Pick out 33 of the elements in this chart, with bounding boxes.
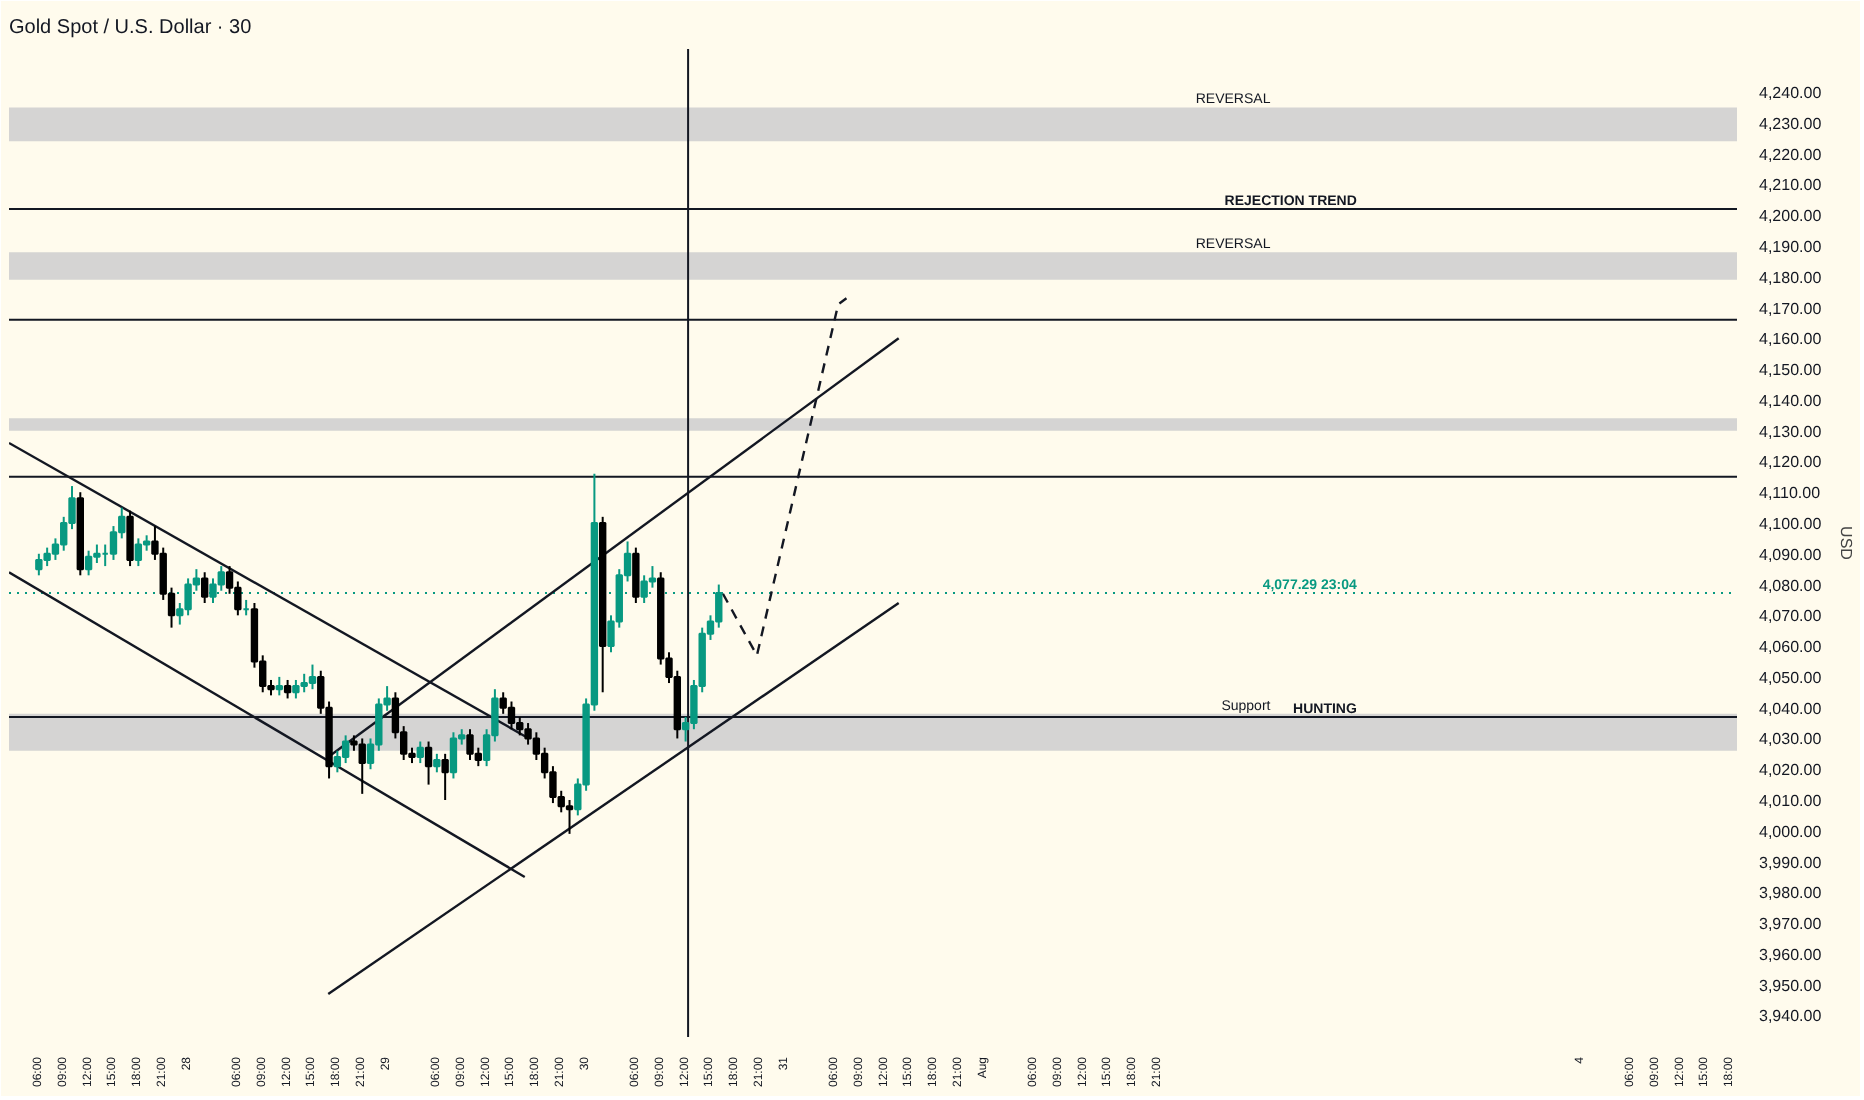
y-tick-label: 4,010.00 (1759, 792, 1823, 810)
y-tick-label: 4,080.00 (1759, 576, 1823, 595)
y-tick-label: 4,060.00 (1759, 638, 1823, 657)
y-tick-label: 4,070.00 (1759, 607, 1823, 626)
y-tick-label: 4,090.00 (1759, 545, 1823, 564)
y-tick-label: 4,140.00 (1759, 391, 1823, 410)
y-tick-label: 4,160.00 (1759, 330, 1823, 349)
y-tick-label: 4,100.00 (1759, 514, 1823, 533)
y-tick-label: 4,130.00 (1759, 422, 1823, 441)
y-tick-label: 4,020.00 (1759, 761, 1823, 780)
y-tick-label: 4,110.00 (1759, 484, 1822, 503)
y-tick-label: 4,220.00 (1759, 145, 1823, 164)
y-tick-label: 3,940.00 (1759, 1007, 1823, 1026)
y-tick-label: 3,970.00 (1759, 915, 1823, 934)
chart-title: Gold Spot / U.S. Dollar · 30 (9, 17, 253, 39)
y-tick-label: 4,200.00 (1759, 207, 1823, 226)
y-tick-label: 4,150.00 (1759, 361, 1823, 380)
y-tick-label: 4,240.00 (1759, 84, 1823, 103)
y-tick-label: 3,980.00 (1759, 884, 1823, 903)
y-tick-label: 4,120.00 (1759, 453, 1823, 472)
y-tick-label: 4,040.00 (1759, 699, 1823, 718)
y-tick-label: 4,030.00 (1759, 730, 1823, 749)
y-tick-label: 4,210.00 (1759, 176, 1823, 195)
y-tick-label: 4,190.00 (1759, 237, 1823, 256)
y-tick-label: 3,990.00 (1759, 853, 1823, 872)
y-tick-label: 4,050.00 (1759, 668, 1823, 687)
y-tick-label: 4,170.00 (1759, 299, 1823, 318)
y-tick-label: 4,180.00 (1759, 268, 1823, 287)
y-axis-title: USD (1837, 526, 1856, 561)
y-tick-label: 4,000.00 (1759, 822, 1823, 841)
y-tick-label: 4,230.00 (1759, 114, 1823, 133)
y-tick-label: 3,950.00 (1759, 976, 1823, 995)
y-tick-label: 3,960.00 (1759, 945, 1823, 964)
